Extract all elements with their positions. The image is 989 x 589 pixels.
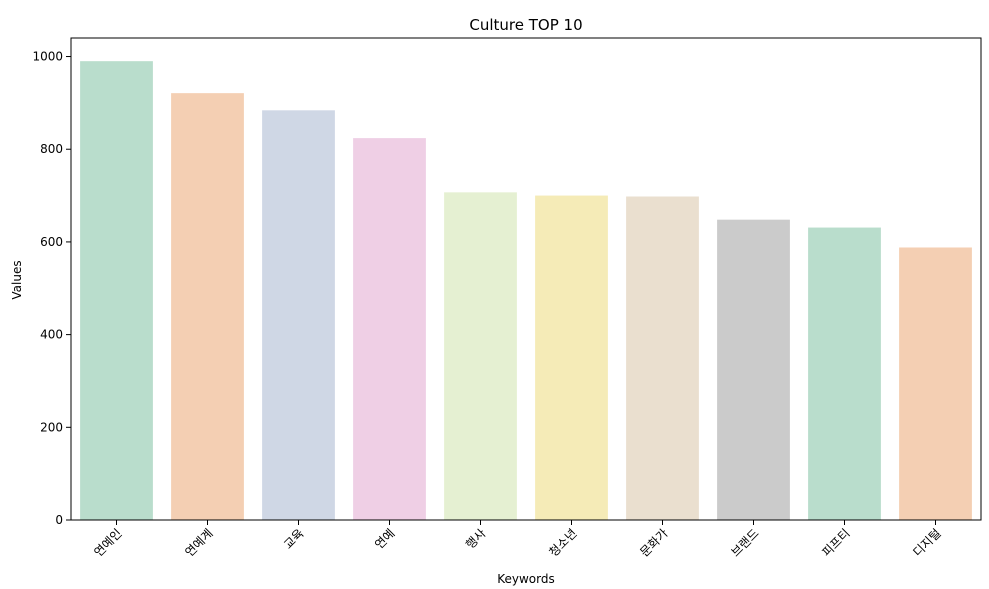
x-tick-label-2: 교육 (281, 526, 307, 552)
y-tick-label-2: 400 (40, 328, 63, 342)
bar-2 (262, 110, 335, 521)
bar-0 (80, 61, 153, 521)
x-axis-label: Keywords (497, 572, 555, 586)
bar-5 (535, 195, 608, 521)
y-tick-label-0: 0 (55, 513, 63, 527)
x-tick-label-4: 행사 (462, 526, 488, 552)
x-tick-label-7: 브랜드 (728, 526, 761, 559)
plot-area: 0 200 400 600 800 1000 연예인 연예계 교육 연예 행사 청소년 문화가 브랜드 피프… (32, 37, 982, 560)
y-tick-label-3: 600 (40, 235, 63, 249)
x-tick-label-6: 문화가 (637, 526, 670, 559)
y-axis-label: Values (10, 260, 24, 299)
chart-title: Culture TOP 10 (469, 16, 582, 34)
bar-3 (353, 138, 426, 520)
bar-9 (899, 247, 972, 520)
x-tick-label-3: 연예 (372, 526, 398, 552)
bar-1 (171, 93, 244, 521)
y-tick-label-4: 800 (40, 142, 63, 156)
bar-4 (444, 192, 517, 520)
bar-6 (626, 196, 699, 520)
x-tick-label-1: 연예계 (182, 526, 215, 559)
bar-7 (717, 219, 790, 520)
y-tick-label-1: 200 (40, 420, 63, 434)
x-tick-label-9: 디지털 (910, 526, 943, 559)
y-tick-label-5: 1000 (32, 50, 63, 64)
plot-frame (70, 37, 982, 521)
x-tick-label-0: 연예인 (91, 526, 124, 559)
bar-8 (808, 227, 881, 520)
x-tick-label-5: 청소년 (546, 526, 579, 559)
x-tick-label-8: 피프티 (819, 526, 852, 559)
